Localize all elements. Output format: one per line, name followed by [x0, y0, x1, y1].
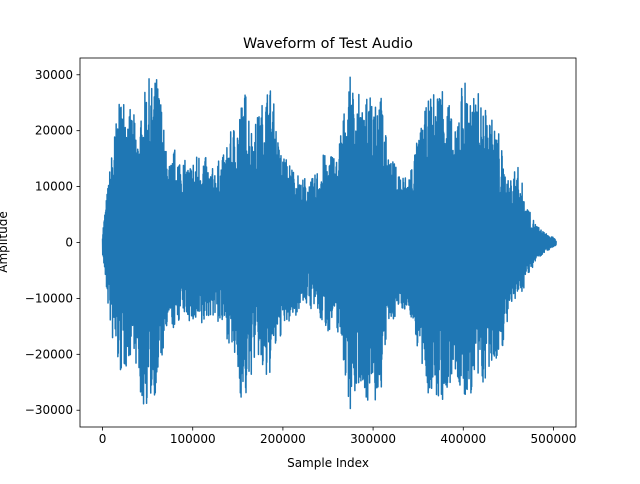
- x-tick-label: 400000: [440, 432, 486, 446]
- series-layer: [101, 76, 557, 410]
- x-tick-label: 500000: [531, 432, 577, 446]
- y-axis-label: Amplitude: [0, 211, 10, 273]
- y-tick-label: 30000: [35, 68, 73, 82]
- y-tick-label: 20000: [35, 124, 73, 138]
- y-tick-label: −20000: [25, 347, 73, 361]
- y-axis-ticks: −30000 −20000 −10000 0 10000 20000 30000: [25, 68, 80, 417]
- x-tick-label: 0: [99, 432, 107, 446]
- y-tick-label: 0: [65, 236, 73, 250]
- y-tick-label: 10000: [35, 180, 73, 194]
- x-tick-label: 200000: [260, 432, 306, 446]
- x-axis-label: Sample Index: [287, 456, 369, 470]
- series-line-0: [101, 76, 557, 410]
- chart-title: Waveform of Test Audio: [243, 36, 413, 52]
- y-tick-label: −10000: [25, 291, 73, 305]
- y-tick-label: −30000: [25, 403, 73, 417]
- x-axis-ticks: 0 100000 200000 300000 400000 500000: [99, 427, 577, 446]
- x-tick-label: 300000: [350, 432, 396, 446]
- x-tick-label: 100000: [170, 432, 216, 446]
